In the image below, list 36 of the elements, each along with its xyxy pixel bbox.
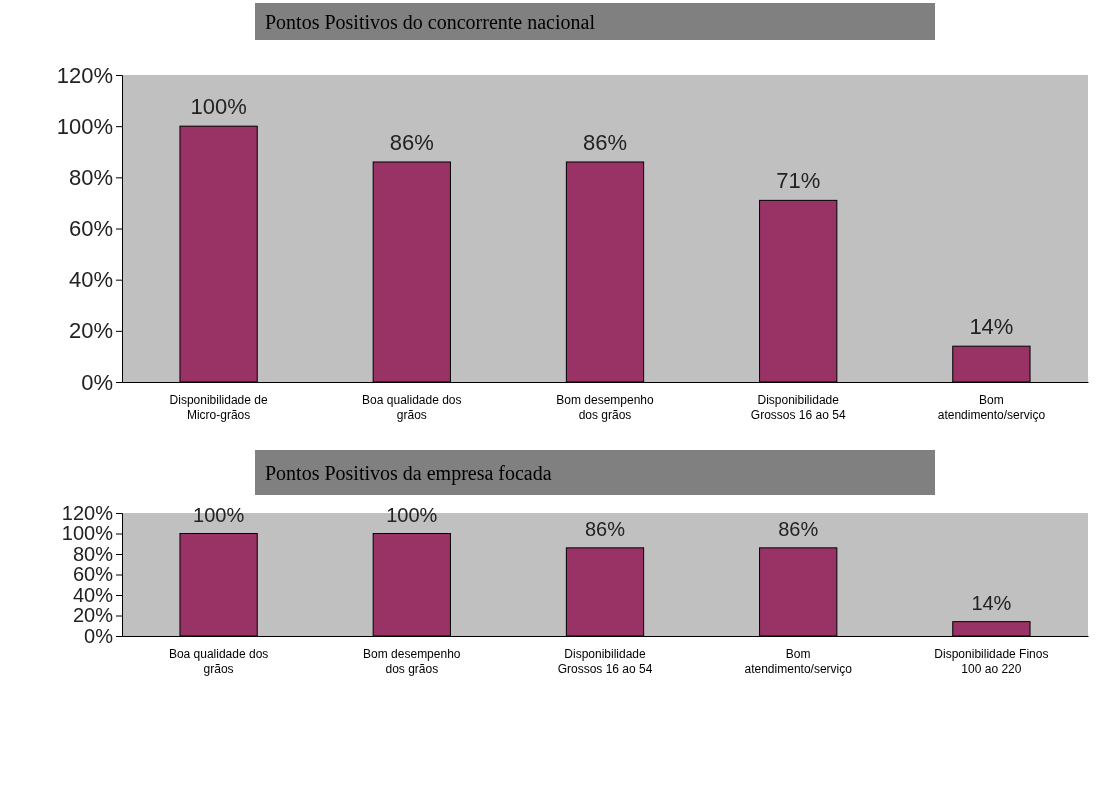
x-tick-label: Bom desempenho dos grãos bbox=[363, 647, 461, 676]
y-tick-label: 20% bbox=[68, 318, 113, 344]
data-label: 14% bbox=[969, 314, 1014, 340]
y-tick-label: 80% bbox=[68, 164, 113, 190]
y-tick-label: 40% bbox=[68, 267, 113, 293]
data-label: 86% bbox=[389, 129, 434, 155]
y-tick-label: 0% bbox=[81, 369, 113, 395]
data-label: 86% bbox=[778, 517, 819, 540]
data-label: 100% bbox=[190, 94, 247, 120]
x-tick-label: Bom desempenho dos grãos bbox=[556, 393, 655, 422]
x-tick-label: Disponibilidade de Micro-grãos bbox=[169, 393, 268, 422]
chart-title: Pontos Positivos da empresa focada bbox=[265, 461, 552, 485]
y-tick-label: 60% bbox=[68, 216, 113, 242]
x-tick-label: Bom atendimento/serviço bbox=[937, 393, 1046, 422]
data-label: 71% bbox=[776, 168, 821, 194]
data-label: 100% bbox=[386, 503, 438, 526]
x-tick-label: Disponibilidade Grossos 16 ao 54 bbox=[557, 647, 653, 676]
data-label: 86% bbox=[582, 129, 628, 155]
y-tick-label: 100% bbox=[56, 113, 113, 139]
x-tick-label: Disponibilidade Finos 100 ao 220 bbox=[934, 647, 1049, 676]
y-tick-label: 80% bbox=[72, 542, 114, 565]
data-label: 86% bbox=[584, 517, 626, 540]
chart-title: Pontos Positivos do concorrente nacional bbox=[265, 10, 596, 33]
y-tick-label: 100% bbox=[61, 522, 114, 545]
y-tick-label: 20% bbox=[72, 604, 114, 627]
x-tick-label: Bom atendimento/serviço bbox=[744, 647, 853, 676]
y-tick-label: 0% bbox=[84, 624, 114, 647]
y-tick-label: 40% bbox=[72, 583, 114, 606]
x-tick-label: Disponibilidade Grossos 16 ao 54 bbox=[750, 393, 846, 422]
data-label: 14% bbox=[971, 591, 1012, 614]
x-tick-label: Boa qualidade dos grãos bbox=[362, 393, 462, 422]
y-tick-label: 60% bbox=[72, 563, 114, 586]
data-label: 100% bbox=[193, 503, 245, 526]
y-tick-label: 120% bbox=[56, 62, 113, 88]
y-tick-label: 120% bbox=[61, 501, 114, 524]
x-tick-label: Boa qualidade dos grãos bbox=[168, 647, 269, 676]
